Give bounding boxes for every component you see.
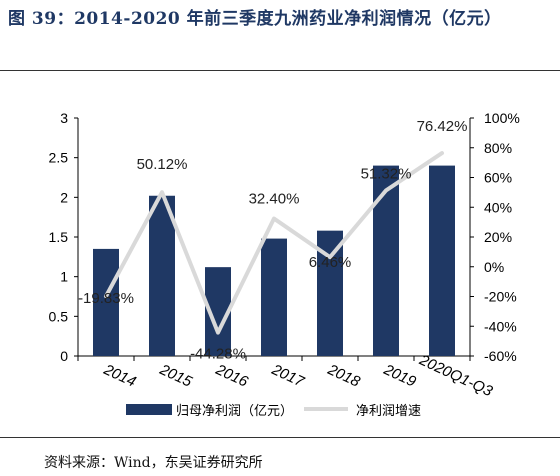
y-left-tick-label: 2.5: [49, 150, 69, 166]
x-tick-label: 2016: [212, 361, 251, 391]
bar: [373, 165, 399, 356]
y-left-tick-label: 1: [60, 269, 68, 285]
top-divider: [0, 70, 560, 71]
chart-legend: 归母净利润（亿元） 净利润增速: [126, 403, 421, 418]
y-right-tick-label: -60%: [484, 348, 517, 364]
bar: [93, 248, 119, 356]
bottom-divider: [0, 437, 560, 438]
growth-data-label: 6.46%: [309, 254, 352, 271]
y-left-tick-label: 1.5: [49, 229, 69, 245]
data-labels: -19.83% 50.12% -44.28% 32.40% 6.46% 51.32% 76.…: [78, 118, 467, 363]
growth-data-label: -19.83%: [78, 290, 134, 307]
y-left-tick-label: 0.5: [49, 308, 69, 324]
chart-title: 图 39：2014-2020 年前三季度九洲药业净利润情况（亿元）: [8, 9, 502, 29]
source-note: 资料来源：Wind，东吴证券研究所: [44, 455, 263, 471]
x-tick-label: 2018: [324, 361, 363, 391]
x-tick-label: 2017: [268, 361, 307, 391]
legend-line-label: 净利润增速: [356, 403, 421, 418]
x-tick-label: 2014: [100, 361, 138, 391]
bar: [149, 195, 175, 356]
x-tick-label: 2015: [156, 361, 195, 391]
bar: [261, 238, 287, 356]
y-left-tick-label: 3: [60, 110, 68, 126]
x-tick-label: 2019: [380, 361, 419, 391]
y-right-tick-label: 0%: [484, 259, 504, 275]
y-right-tick-label: 80%: [484, 140, 512, 156]
y-right-tick-label: -40%: [484, 318, 517, 334]
growth-line: [104, 151, 444, 335]
growth-data-label: 51.32%: [361, 165, 412, 182]
legend-bar-swatch: [126, 404, 172, 415]
y-right-tick-label: 20%: [484, 229, 512, 245]
y-left-tick-label: 0: [60, 348, 68, 364]
y-right-tick-label: 60%: [484, 170, 512, 186]
growth-data-label: 50.12%: [137, 156, 188, 173]
legend-bar-label: 归母净利润（亿元）: [176, 403, 293, 418]
y-left-tick-label: 2: [60, 189, 68, 205]
y-right-tick-label: -20%: [484, 289, 517, 305]
growth-data-label: 32.40%: [249, 191, 300, 208]
bar: [429, 165, 455, 356]
growth-data-label: -44.28%: [190, 346, 246, 363]
growth-data-label: 76.42%: [417, 118, 468, 135]
line-series: [104, 151, 444, 335]
y-right-tick-label: 100%: [484, 110, 520, 126]
y-right-tick-label: 40%: [484, 199, 512, 215]
